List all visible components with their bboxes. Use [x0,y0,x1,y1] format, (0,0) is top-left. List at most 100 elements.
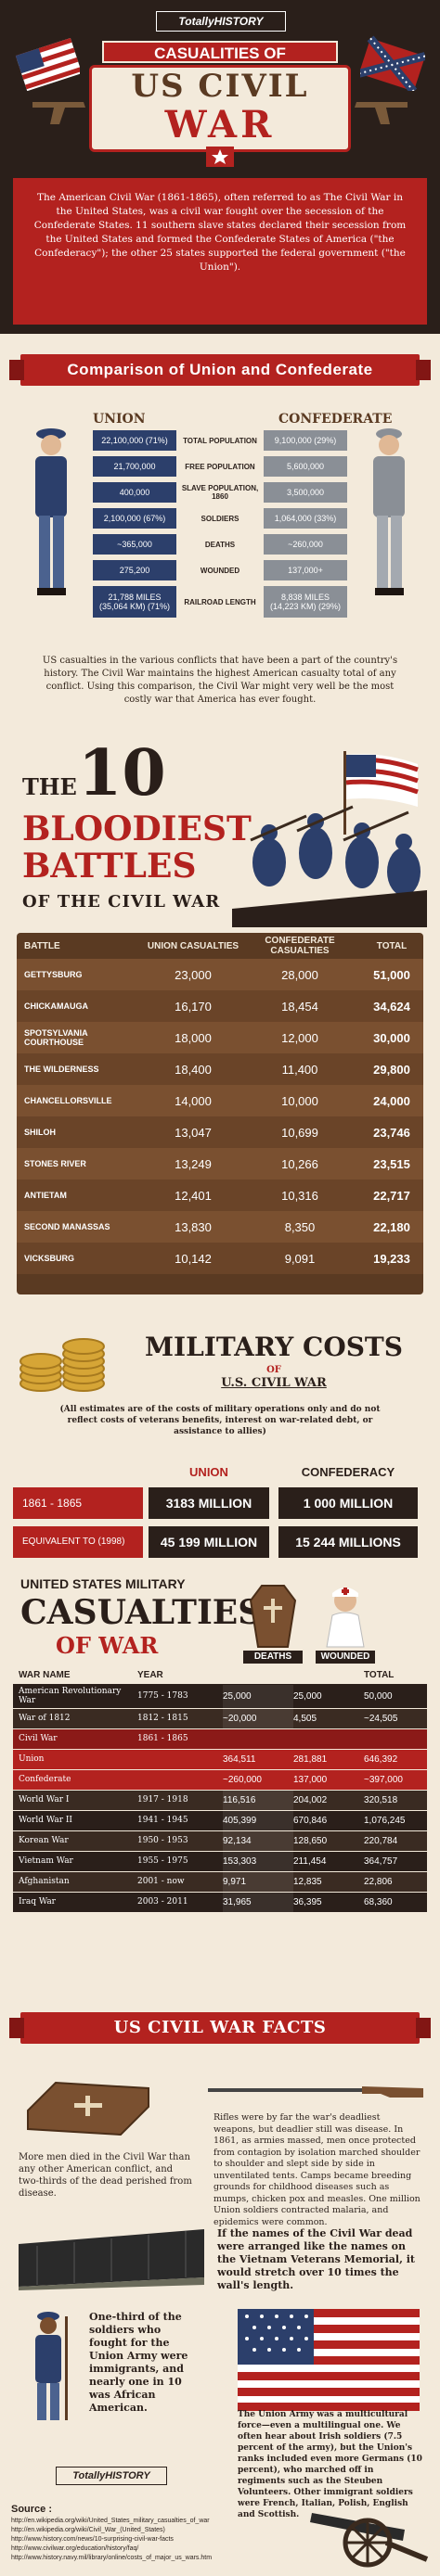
war-deaths: 92,134 [223,1830,293,1851]
battle-confed: 10,699 [281,1125,318,1140]
war-wounded [293,1728,364,1749]
battles-header-confed: CONFEDERATE CASUALTIES [265,936,335,956]
battle-confed: 18,454 [281,999,318,1014]
star-icon [206,147,234,167]
battles-title-the: THE [22,773,77,800]
battles-title-bloodiest: BLOODIEST [22,810,252,848]
casualties-header-year: YEAR [137,1670,163,1681]
war-deaths: 116,516 [223,1790,293,1810]
cannon-icon [310,2513,429,2568]
comparison-row: 21,788 MILES (35,064 KM) (71%) RAILROAD L… [93,586,347,618]
battle-confed: 11,400 [281,1062,318,1077]
war-year: 1950 - 1953 [137,1836,188,1845]
war-name: Vietnam War [19,1856,73,1866]
war-name: World War I [19,1795,70,1804]
war-row: Afghanistan 2001 - now 9,971 12,835 22,806 [13,1871,427,1892]
war-name: World War II [19,1816,72,1825]
bottom-section: The Union Army was a multicultural force… [0,2410,440,2576]
comparison-confed-value: 137,000+ [264,560,347,580]
source-label: Source : [11,2504,53,2515]
battle-row: STONES RIVER 13,249 10,266 23,515 [17,1148,423,1180]
battle-name: VICKSBURG [24,1254,75,1263]
battles-section: THE 10 BLOODIEST BATTLES OF THE CIVIL WA… [0,733,440,1307]
fact-2: Rifles were by far the war's deadliest w… [214,2112,421,2227]
fact-5: The Union Army was a multicultural force… [238,2410,422,2519]
war-wounded: 36,395 [293,1896,322,1907]
union-label: UNION [93,412,146,427]
footer-logo[interactable]: TotallyHISTORY [56,2467,167,2485]
battle-row: SPOTSYLVANIA COURTHOUSE 18,000 12,000 30,00… [17,1022,423,1053]
battles-header-union: UNION CASUALTIES [147,940,239,951]
costs-of: OF [266,1365,281,1375]
source-link-1[interactable]: http://en.wikipedia.org/wiki/United_Stat… [11,2518,210,2524]
battle-name: ANTIETAM [24,1191,67,1200]
comparison-section: Comparison of Union and Confederate UNIO… [0,334,440,733]
comparison-row: 400,000 SLAVE POPULATION, 1860 3,500,000 [93,482,347,503]
war-year [137,1749,223,1769]
war-total: 220,784 [364,1835,398,1846]
war-row: Iraq War 2003 - 2011 31,965 36,395 68,360 [13,1892,427,1912]
source-link-5[interactable]: http://www.history.navy.mil/library/onli… [11,2555,213,2561]
battle-confed: 10,316 [281,1188,318,1203]
costs-row1-confed: 1 000 MILLION [278,1487,418,1519]
logo[interactable]: TotallyHISTORY [156,11,286,32]
battle-union: 18,400 [175,1062,212,1077]
war-total: ~397,000 [364,1774,403,1785]
war-total [364,1728,427,1749]
costs-union-label: UNION [189,1465,228,1479]
battle-scene-icon [232,751,427,927]
battle-confed: 10,266 [281,1156,318,1171]
war-deaths [223,1728,293,1749]
war-deaths: 153,303 [223,1851,293,1871]
battle-row: SHILOH 13,047 10,699 23,746 [17,1116,423,1148]
title-plate: US CIVIL WAR [89,65,351,152]
battle-total: 19,233 [373,1251,410,1266]
war-wounded: 4,505 [293,1713,317,1724]
war-deaths: 405,399 [223,1810,293,1830]
comparison-row-label: WOUNDED [200,566,240,575]
battle-confed: 9,091 [284,1251,316,1266]
comparison-union-value: 400,000 [93,482,176,503]
war-total: 50,000 [364,1690,393,1702]
source-link-2[interactable]: http://en.wikipedia.org/wiki/Civil_War_(… [11,2527,165,2533]
war-name: War of 1812 [19,1714,71,1723]
war-year: 1812 - 1815 [137,1714,188,1723]
comparison-row-label: SLAVE POPULATION, 1860 [181,484,259,501]
comparison-row-label: TOTAL POPULATION [183,436,257,445]
war-wounded: 211,454 [293,1855,327,1867]
war-row: Union 364,511 281,881 646,392 [13,1749,427,1769]
battle-union: 12,401 [175,1188,212,1203]
war-year: 2001 - now [137,1877,185,1886]
war-row: World War II 1941 - 1945 405,399 670,846 1,0… [13,1810,427,1830]
war-row: World War I 1917 - 1918 116,516 204,002 320,… [13,1790,427,1810]
confederate-flag-icon [360,35,425,91]
battle-union: 23,000 [175,967,212,982]
battle-row: CHANCELLORSVILLE 14,000 10,000 24,000 [17,1085,423,1116]
war-year: 1861 - 1865 [137,1734,188,1743]
battle-union: 13,830 [175,1219,212,1234]
war-wounded: 128,650 [293,1835,328,1846]
comparison-union-value: 2,100,000 (67%) [93,508,176,529]
source-link-4[interactable]: http://www.civilwar.org/education/histor… [11,2545,139,2552]
war-name: Iraq War [19,1897,56,1906]
coffin-icon [249,1585,297,1648]
comparison-confed-value: 5,600,000 [264,456,347,477]
deaths-label: DEATHS [243,1651,303,1664]
comparison-confed-value: 3,500,000 [264,482,347,503]
facts-section: US CIVIL WAR FACTS More men died in the … [0,1984,440,2429]
wounded-label: WOUNDED [316,1651,375,1664]
comparison-row-label: SOLDIERS [201,514,239,523]
comparison-union-value: 275,200 [93,560,176,580]
union-soldier-icon [35,428,67,595]
war-wounded: 12,835 [293,1876,322,1887]
comparison-union-value: 21,788 MILES (35,064 KM) (71%) [93,586,176,618]
battle-name: GETTYSBURG [24,970,83,979]
war-total: 22,806 [364,1876,393,1887]
source-link-3[interactable]: http://www.history.com/news/10-surprisin… [11,2536,174,2543]
battle-name: SPOTSYLVANIA COURTHOUSE [24,1028,88,1047]
comparison-confed-value: ~260,000 [264,534,347,555]
war-year [137,1769,223,1790]
battle-union: 18,000 [175,1030,212,1045]
comparison-row-label: DEATHS [204,540,236,549]
battles-header-total: TOTAL [376,940,408,951]
